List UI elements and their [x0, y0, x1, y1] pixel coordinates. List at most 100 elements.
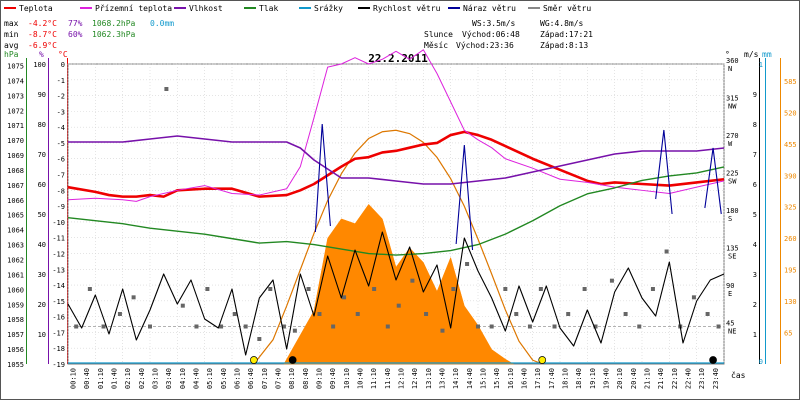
- x-tick-label: 22:40: [685, 368, 693, 389]
- grid: [67, 63, 725, 364]
- wind-direction-point: [268, 287, 273, 291]
- tick-label-wind: 4: [753, 241, 757, 249]
- axis-label-mm: mm: [762, 50, 772, 59]
- legend-label: Tlak: [259, 4, 278, 13]
- x-tick-label: 07:40: [275, 368, 283, 389]
- info-block: WS:3.5m/s WG:4.8m/s Slunce Východ:06:48 …: [424, 19, 593, 50]
- tick-label-direction-name: SE: [728, 253, 736, 261]
- wind-direction-point: [306, 287, 311, 291]
- tick-label-percent: 20: [38, 301, 46, 309]
- x-tick-label: 09:10: [316, 368, 324, 389]
- sunset-marker: [538, 356, 547, 364]
- legend-label: Přízemní teplota: [95, 4, 172, 13]
- wind-direction-point: [566, 312, 571, 316]
- tick-label-celsius: 0: [61, 61, 65, 69]
- wind-direction-point: [691, 295, 696, 300]
- tick-label-celsius: -13: [52, 266, 65, 274]
- wind-direction-point: [331, 324, 336, 329]
- wind-direction-point: [148, 324, 152, 329]
- tick-label-percent: 90: [38, 91, 46, 99]
- tick-label-celsius: -11: [52, 235, 65, 243]
- x-tick-label: 17:40: [548, 368, 556, 389]
- wind-direction-point: [650, 287, 655, 291]
- tick-label-direction-name: NW: [728, 103, 737, 111]
- tick-label-direction-name: E: [728, 290, 732, 298]
- x-tick-label: 01:10: [97, 368, 105, 389]
- tick-label-celsius: -3: [57, 108, 65, 116]
- x-tick-label: 17:10: [534, 368, 542, 389]
- series-lines: [67, 49, 725, 364]
- wind-direction-point: [87, 287, 92, 291]
- tick-label-wind: 2: [753, 301, 757, 309]
- tick-label-hpa: 1057: [7, 331, 24, 339]
- x-tick-label: 18:10: [562, 368, 570, 389]
- tick-label-hpa: 1061: [7, 271, 24, 279]
- tick-label-hpa: 1072: [7, 107, 24, 115]
- tick-label-percent: 50: [38, 211, 46, 219]
- tick-label-direction-deg: 315: [726, 95, 739, 103]
- legend-label: Srážky: [314, 4, 343, 13]
- tick-label-percent: 60: [38, 181, 46, 189]
- wind-direction-point: [385, 324, 390, 329]
- tick-label-direction-deg: 135: [726, 245, 739, 253]
- tick-label-percent: 10: [38, 331, 46, 339]
- tick-label-hpa: 1065: [7, 212, 24, 220]
- tick-label-solar: 260: [784, 235, 797, 243]
- series-line-naraz-vetru: [704, 147, 722, 215]
- tick-label-direction-name: N: [728, 65, 732, 73]
- series-line-tlak: [67, 166, 725, 256]
- ticks-wind: 1 2 3 4 5 6 7 8 9: [753, 91, 757, 339]
- series-line-prizemni-teplota: [67, 49, 725, 202]
- wind-gust-max: WG:4.8m/s: [540, 19, 584, 28]
- tick-label-wind: 9: [753, 91, 757, 99]
- x-tick-label: 03:10: [152, 368, 160, 389]
- wind-direction-points: [74, 87, 721, 341]
- tick-label-celsius: -14: [52, 282, 65, 290]
- x-tick-label: 03:40: [165, 368, 173, 389]
- tick-label-hpa: 1075: [7, 62, 24, 70]
- stat-max-label: max: [4, 19, 19, 28]
- x-axis-label: čas: [731, 370, 746, 380]
- tick-label-celsius: -15: [52, 298, 65, 306]
- tick-label-celsius: -17: [52, 329, 65, 337]
- tick-label-wind: 3: [753, 271, 757, 279]
- x-tick-label: 23:10: [698, 368, 706, 389]
- x-tick-label: 15:40: [493, 368, 501, 389]
- wind-direction-point: [232, 312, 237, 316]
- x-tick-label: 19:40: [603, 368, 611, 389]
- x-tick-label: 01:40: [111, 368, 119, 389]
- x-tick-label: 11:10: [370, 368, 378, 389]
- x-tick-label: 22:10: [671, 368, 679, 389]
- tick-label-solar: 325: [784, 204, 797, 212]
- wind-direction-point: [538, 287, 543, 291]
- tick-label-rain: 1: [759, 61, 763, 69]
- tick-label-celsius: -5: [57, 140, 65, 148]
- wind-direction-point: [194, 324, 199, 329]
- legend-label: Rychlost větru: [373, 4, 441, 13]
- legend-label: Náraz větru: [463, 4, 516, 13]
- x-tick-label: 05:10: [206, 368, 214, 389]
- x-tick-label: 16:10: [507, 368, 515, 389]
- tick-label-celsius: -12: [52, 250, 65, 258]
- tick-label-direction-deg: 90: [726, 282, 734, 290]
- tick-label-direction-deg: 45: [726, 320, 734, 328]
- x-tick-labels: 00:10 00:40 01:10 01:40 02:10 02:40 03:10 03:40…: [70, 368, 720, 389]
- x-tick-label: 12:40: [411, 368, 419, 389]
- tick-label-hpa: 1063: [7, 242, 24, 250]
- wind-speed-avg: WS:3.5m/s: [472, 19, 516, 28]
- stat-min-press: 1062.3hPa: [92, 30, 136, 39]
- x-tick-label: 04:10: [179, 368, 187, 389]
- tick-label-solar: 585: [784, 78, 797, 86]
- tick-label-percent: 30: [38, 271, 46, 279]
- wind-direction-point: [593, 324, 598, 329]
- stat-max-hum: 77%: [68, 19, 83, 28]
- x-tick-label: 07:10: [261, 368, 269, 389]
- x-tick-label: 06:40: [247, 368, 255, 389]
- tick-label-direction-deg: 360: [726, 57, 739, 65]
- tick-label-wind: 5: [753, 211, 757, 219]
- wind-direction-point: [396, 303, 401, 308]
- x-tick-label: 21:10: [644, 368, 652, 389]
- series-line-teplota: [67, 130, 725, 198]
- sunrise-marker: [250, 356, 258, 364]
